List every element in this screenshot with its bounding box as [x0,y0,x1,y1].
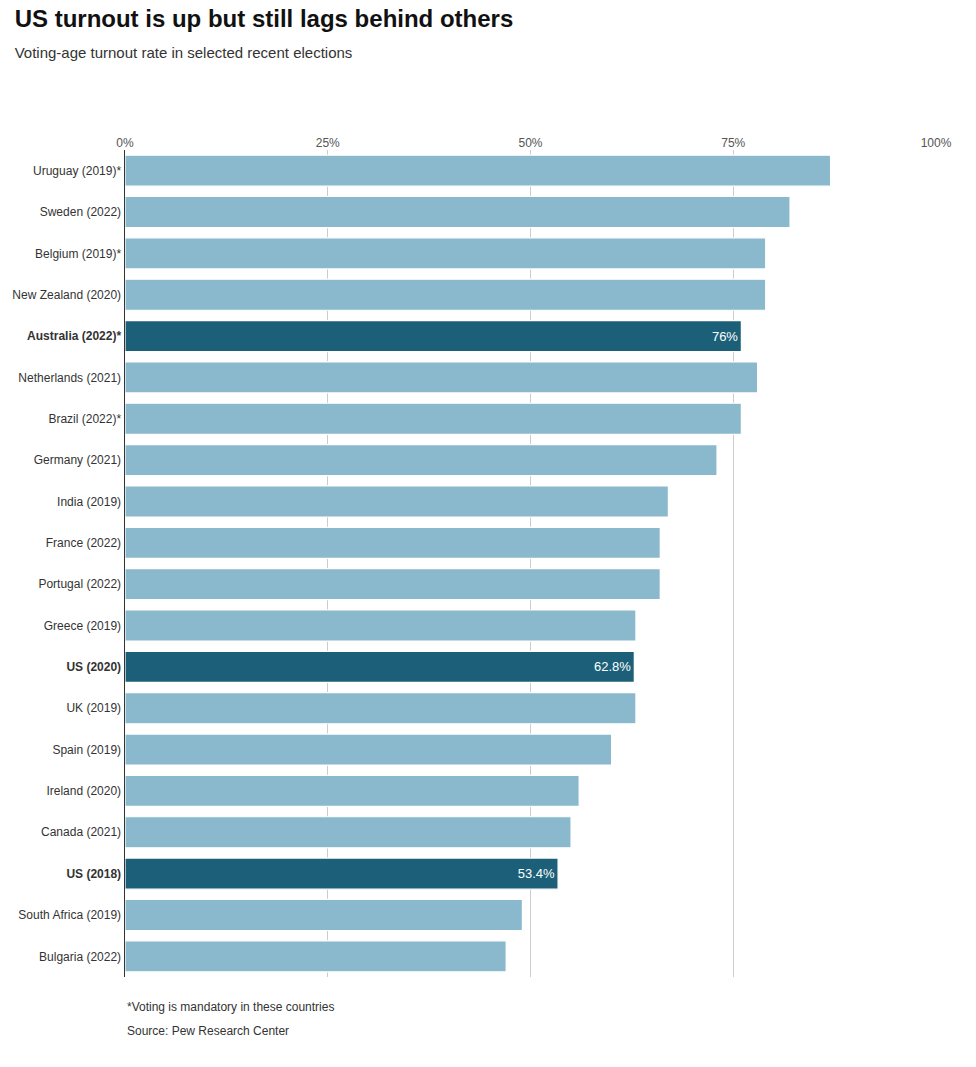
svg-text:50%: 50% [518,136,542,150]
svg-text:Sweden (2022): Sweden (2022) [40,205,121,219]
svg-text:US (2020): US (2020) [66,660,121,674]
svg-text:Source: Pew Research Center: Source: Pew Research Center [127,1024,289,1038]
svg-text:0%: 0% [116,136,134,150]
svg-text:South Africa (2019): South Africa (2019) [18,908,121,922]
svg-text:UK (2019): UK (2019) [66,701,121,715]
svg-text:Ireland (2020): Ireland (2020) [46,784,121,798]
svg-text:53.4%: 53.4% [518,866,555,881]
svg-text:100%: 100% [921,136,952,150]
svg-text:Brazil (2022)*: Brazil (2022)* [48,412,121,426]
svg-text:France (2022): France (2022) [46,536,121,550]
svg-text:Belgium (2019)*: Belgium (2019)* [35,247,121,261]
svg-text:Portugal (2022): Portugal (2022) [38,577,121,591]
svg-text:Bulgaria (2022): Bulgaria (2022) [39,950,121,964]
svg-text:Uruguay (2019)*: Uruguay (2019)* [33,164,121,178]
svg-text:Greece (2019): Greece (2019) [44,619,121,633]
svg-text:75%: 75% [721,136,745,150]
svg-text:New Zealand (2020): New Zealand (2020) [12,288,121,302]
svg-text:US turnout is up but still lag: US turnout is up but still lags behind o… [15,5,514,61]
svg-text:Australia (2022)*: Australia (2022)* [27,329,121,343]
svg-text:25%: 25% [316,136,340,150]
svg-text:Netherlands (2021): Netherlands (2021) [18,371,121,385]
svg-text:Spain (2019): Spain (2019) [52,743,121,757]
svg-text:*Voting is mandatory in these: *Voting is mandatory in these countries [127,1000,334,1014]
svg-text:76%: 76% [712,329,738,344]
svg-text:US (2018): US (2018) [66,867,121,881]
svg-text:Canada (2021): Canada (2021) [41,825,121,839]
svg-text:Germany (2021): Germany (2021) [34,453,121,467]
svg-text:62.8%: 62.8% [594,659,631,674]
svg-text:India (2019): India (2019) [57,495,121,509]
